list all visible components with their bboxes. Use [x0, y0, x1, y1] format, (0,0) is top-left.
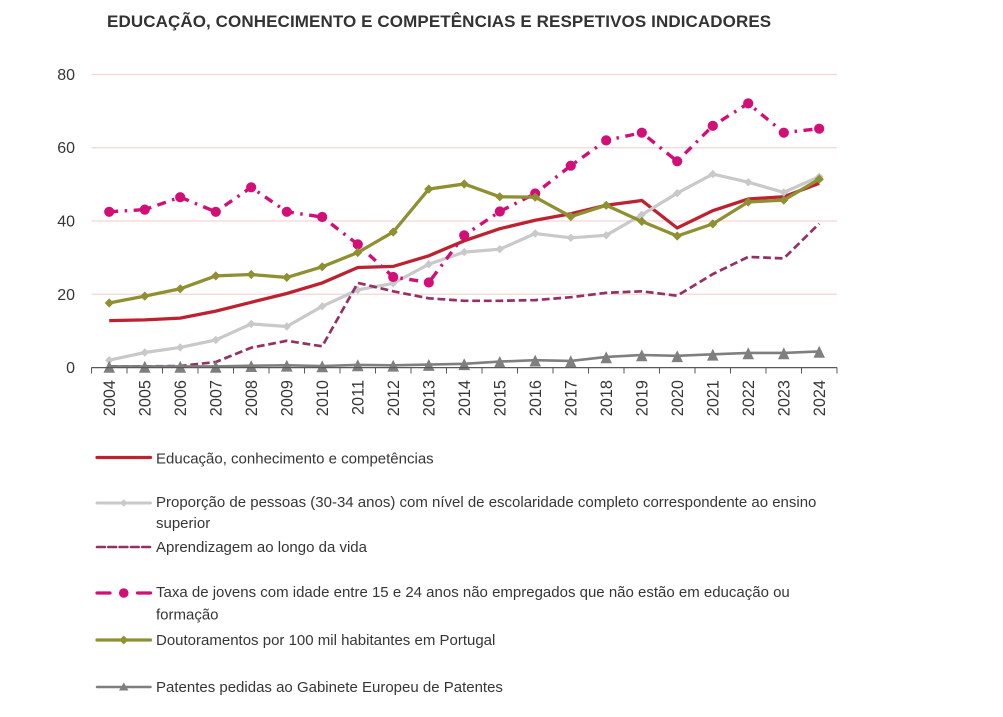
svg-text:Doutoramentos por 100 mil habi: Doutoramentos por 100 mil habitantes em …: [156, 632, 495, 649]
svg-text:60: 60: [57, 140, 75, 157]
svg-text:2019: 2019: [633, 380, 651, 416]
svg-text:2007: 2007: [207, 380, 225, 416]
svg-text:2022: 2022: [740, 380, 758, 416]
svg-text:2008: 2008: [243, 380, 261, 416]
svg-text:2004: 2004: [101, 380, 119, 416]
svg-text:2010: 2010: [314, 380, 332, 416]
svg-text:80: 80: [57, 67, 75, 84]
svg-text:superior: superior: [156, 515, 210, 532]
svg-text:Proporção de pessoas (30-34 an: Proporção de pessoas (30-34 anos) com ní…: [156, 494, 816, 511]
svg-text:2015: 2015: [491, 380, 509, 416]
svg-text:Educação, conhecimento e compe: Educação, conhecimento e competências: [156, 451, 434, 468]
svg-text:Aprendizagem ao longo da vida: Aprendizagem ao longo da vida: [156, 539, 368, 556]
svg-text:0: 0: [66, 360, 75, 377]
svg-text:2020: 2020: [669, 380, 687, 416]
svg-text:Patentes pedidas ao Gabinete E: Patentes pedidas ao Gabinete Europeu de …: [156, 679, 503, 696]
svg-text:40: 40: [57, 214, 75, 231]
svg-text:2013: 2013: [420, 380, 438, 416]
svg-text:2016: 2016: [527, 380, 545, 416]
svg-text:EDUCAÇÃO, CONHECIMENTO E COMPE: EDUCAÇÃO, CONHECIMENTO E COMPETÊNCIAS E …: [107, 11, 771, 31]
svg-text:2017: 2017: [562, 380, 580, 416]
svg-text:Taxa de jovens com idade entre: Taxa de jovens com idade entre 15 e 24 a…: [156, 584, 790, 601]
svg-text:2023: 2023: [775, 380, 793, 416]
svg-text:2009: 2009: [278, 380, 296, 416]
svg-text:formação: formação: [156, 607, 219, 624]
svg-text:2011: 2011: [349, 380, 367, 415]
svg-text:2012: 2012: [385, 380, 403, 416]
svg-text:2024: 2024: [811, 380, 829, 416]
svg-text:2006: 2006: [172, 380, 190, 416]
svg-text:2021: 2021: [704, 380, 722, 416]
svg-text:2014: 2014: [456, 380, 474, 416]
svg-text:2018: 2018: [598, 380, 616, 416]
svg-text:20: 20: [57, 287, 75, 304]
svg-text:2005: 2005: [136, 380, 154, 416]
